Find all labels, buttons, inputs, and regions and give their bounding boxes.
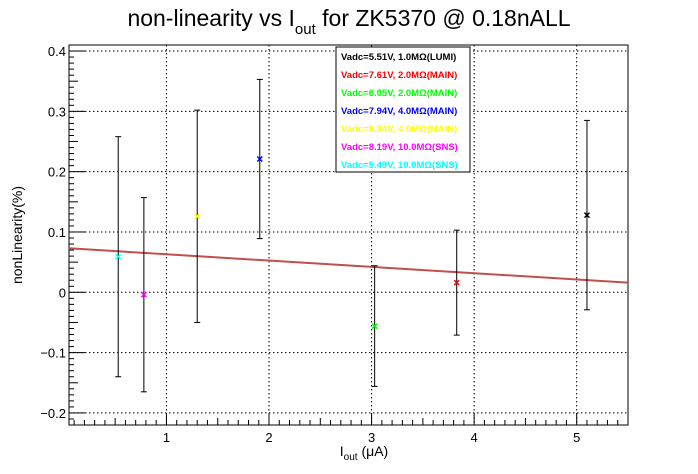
data-point	[371, 265, 378, 387]
x-tick-label: 4	[471, 430, 478, 445]
y-tick-labels: −0.2 −0.1 0 0.1 0.2 0.3 0.4	[40, 44, 66, 421]
data-point	[194, 109, 201, 323]
x-axis-label-subscript: out	[344, 452, 358, 463]
data-point	[453, 229, 460, 336]
chart-title-suffix: for ZK5370 @ 0.18nALL	[316, 5, 571, 31]
data-marker	[371, 323, 378, 330]
data-point	[583, 119, 591, 311]
data-marker	[194, 213, 201, 220]
data-point	[140, 197, 147, 393]
legend-entry: Vadc=5.51V, 1.0MΩ(LUMI)	[341, 52, 456, 63]
x-tick-label: 2	[265, 430, 272, 445]
legend-entry: Vadc=6.05V, 2.0MΩ(MAIN)	[341, 88, 457, 99]
legend-box	[335, 46, 471, 173]
y-tick-label: 0	[59, 285, 66, 300]
y-tick-label: −0.1	[40, 346, 66, 361]
chart-title-prefix: non-linearity vs I	[127, 5, 294, 31]
x-axis-label-prefix: I	[340, 443, 344, 459]
chart-title: non-linearity vs Iout for ZK5370 @ 0.18n…	[127, 5, 570, 38]
x-axis-label-suffix: (μA)	[358, 443, 389, 459]
x-tick-label: 1	[163, 430, 170, 445]
legend-entry: Vadc=7.61V, 2.0MΩ(MAIN)	[341, 70, 457, 81]
legend-entry: Vadc=5.49V, 10.0MΩ(SNS)	[341, 160, 458, 171]
legend-entry: Vadc=5.34V, 4.0MΩ(MAIN)	[341, 124, 457, 135]
y-tick-label: −0.2	[40, 406, 66, 421]
data-points	[115, 78, 591, 393]
y-tick-label: 0.2	[48, 165, 66, 180]
data-marker	[583, 212, 591, 219]
data-marker	[256, 155, 263, 163]
data-marker	[453, 279, 460, 286]
y-axis-label: nonLinearity(%)	[9, 186, 25, 284]
y-tick-label: 0.1	[48, 225, 66, 240]
legend-entry: Vadc=8.19V, 10.0MΩ(SNS)	[341, 142, 458, 153]
chart-title-subscript: out	[295, 21, 317, 38]
legend-entry: Vadc=7.94V, 4.0MΩ(MAIN)	[341, 106, 457, 117]
data-marker	[140, 291, 147, 298]
data-point	[115, 136, 122, 378]
x-tick-label: 5	[573, 430, 580, 445]
plot-frame	[68, 44, 629, 426]
data-point	[256, 78, 263, 240]
legend: Vadc=5.51V, 1.0MΩ(LUMI) Vadc=7.61V, 2.0MΩ…	[335, 46, 471, 173]
grid	[69, 45, 628, 425]
y-tick-label: 0.3	[48, 104, 66, 119]
fit-line	[68, 247, 629, 284]
x-tick-labels: 1 2 3 4 5	[163, 430, 581, 445]
fit-line-group	[68, 247, 629, 284]
data-marker	[115, 253, 122, 260]
y-tick-label: 0.4	[48, 44, 66, 59]
axis-ticks	[69, 50, 619, 425]
x-axis-label: Iout (μA)	[340, 443, 388, 463]
x-tick-label: 3	[368, 430, 375, 445]
